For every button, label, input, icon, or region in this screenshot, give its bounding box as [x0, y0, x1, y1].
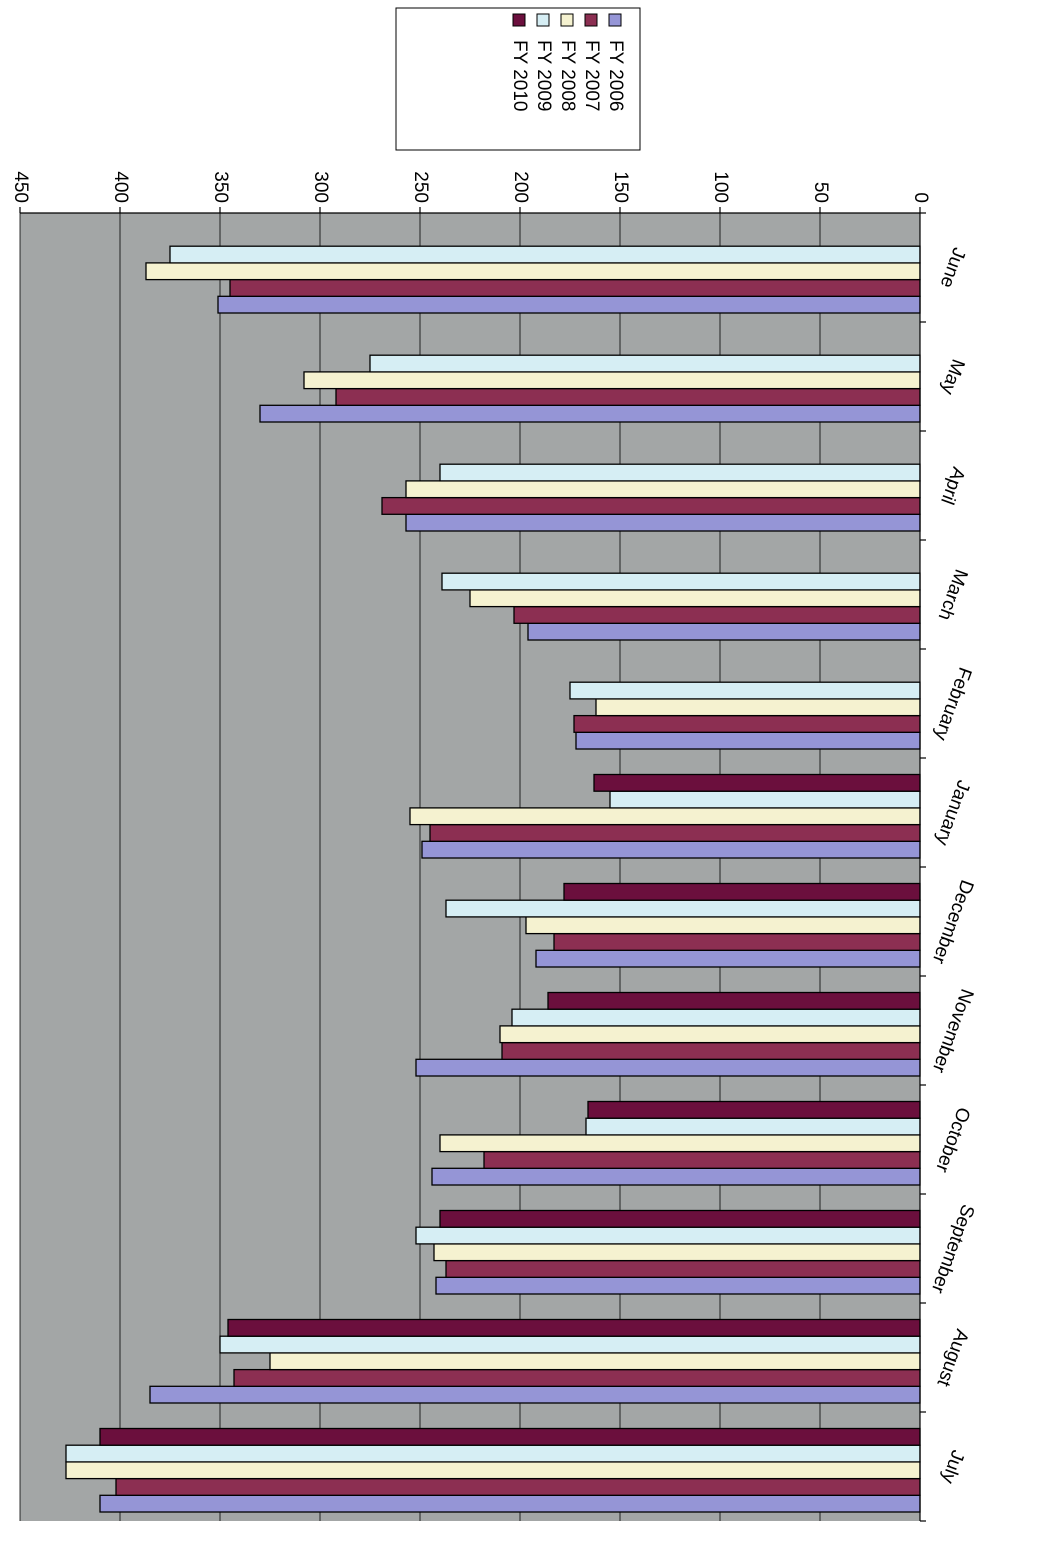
- bar-march-fy-2006: [527, 622, 921, 641]
- category-label-april: April: [936, 464, 969, 507]
- bar-august-fy-2009: [219, 1335, 921, 1354]
- legend-label: FY 2010: [509, 40, 530, 111]
- bar-july-fy-2006: [99, 1494, 921, 1513]
- plot-area: [20, 213, 920, 1521]
- bar-october-fy-2010: [587, 1100, 921, 1119]
- bar-september-fy-2009: [415, 1226, 921, 1245]
- bar-february-fy-2007: [573, 714, 921, 733]
- bar-july-fy-2010: [99, 1427, 921, 1446]
- value-tick-label: 250: [410, 171, 431, 203]
- bar-april-fy-2009: [439, 463, 921, 482]
- bar-july-fy-2009: [65, 1444, 921, 1463]
- bar-april-fy-2007: [381, 496, 921, 515]
- bar-november-fy-2007: [501, 1041, 921, 1060]
- bar-april-fy-2008: [405, 480, 921, 499]
- legend-swatch: [512, 13, 526, 27]
- legend-label: FY 2008: [557, 40, 578, 111]
- legend-swatch: [560, 13, 574, 27]
- bar-december-fy-2010: [563, 882, 921, 901]
- bar-august-fy-2007: [233, 1368, 921, 1387]
- bar-april-fy-2006: [405, 513, 921, 532]
- legend-box: [395, 7, 641, 151]
- bar-march-fy-2009: [441, 572, 921, 591]
- bar-may-fy-2008: [303, 371, 921, 390]
- category-label-september: September: [926, 1201, 978, 1296]
- value-tick-label: 100: [710, 171, 731, 203]
- category-label-december: December: [927, 877, 977, 967]
- legend-swatch: [536, 13, 550, 27]
- category-label-january: January: [931, 777, 974, 848]
- value-tick-label: 450: [10, 171, 31, 203]
- bar-june-fy-2007: [229, 278, 921, 297]
- bar-january-fy-2009: [609, 790, 921, 809]
- bar-july-fy-2007: [115, 1477, 921, 1496]
- bar-december-fy-2008: [525, 916, 921, 935]
- bar-september-fy-2006: [435, 1276, 921, 1295]
- bar-november-fy-2008: [499, 1025, 921, 1044]
- value-tick-label: 150: [610, 171, 631, 203]
- bar-december-fy-2007: [553, 932, 921, 951]
- category-label-october: October: [931, 1104, 974, 1175]
- category-label-may: May: [936, 356, 968, 397]
- bar-june-fy-2006: [217, 295, 921, 314]
- bar-december-fy-2006: [535, 949, 921, 968]
- bar-june-fy-2008: [145, 262, 921, 281]
- value-tick-label: 350: [210, 171, 231, 203]
- bar-may-fy-2009: [369, 354, 921, 373]
- category-label-august: August: [932, 1326, 972, 1389]
- bar-november-fy-2006: [415, 1058, 921, 1077]
- bar-january-fy-2006: [421, 840, 921, 859]
- bar-october-fy-2006: [431, 1167, 921, 1186]
- bar-may-fy-2007: [335, 387, 921, 406]
- bar-january-fy-2007: [429, 823, 921, 842]
- gridlines: [19, 213, 821, 1521]
- bar-august-fy-2006: [149, 1385, 921, 1404]
- category-label-february: February: [929, 664, 975, 743]
- legend-label: FY 2006: [605, 40, 626, 111]
- bar-june-fy-2009: [169, 245, 921, 264]
- value-tick-label: 400: [110, 171, 131, 203]
- category-label-june: June: [936, 245, 970, 291]
- category-label-march: March: [934, 566, 972, 623]
- bar-october-fy-2007: [483, 1150, 921, 1169]
- bar-may-fy-2006: [259, 404, 921, 423]
- bar-february-fy-2009: [569, 681, 921, 700]
- bar-august-fy-2008: [269, 1352, 921, 1371]
- bar-january-fy-2010: [593, 773, 921, 792]
- legend-label: FY 2007: [581, 40, 602, 111]
- bar-november-fy-2010: [547, 991, 921, 1010]
- bar-march-fy-2007: [513, 605, 921, 624]
- legend-swatch: [608, 13, 622, 27]
- value-tick-label: 50: [810, 182, 831, 203]
- value-tick-label: 0: [910, 192, 931, 203]
- category-label-november: November: [927, 986, 977, 1076]
- category-label-july: July: [937, 1447, 968, 1486]
- bar-january-fy-2008: [409, 807, 921, 826]
- bar-march-fy-2008: [469, 589, 921, 608]
- bar-september-fy-2008: [433, 1243, 921, 1262]
- legend-swatch: [584, 13, 598, 27]
- legend-label: FY 2009: [533, 40, 554, 111]
- bar-november-fy-2009: [511, 1008, 921, 1027]
- bar-august-fy-2010: [227, 1318, 921, 1337]
- bar-february-fy-2008: [595, 698, 921, 717]
- bar-october-fy-2008: [439, 1134, 921, 1153]
- bar-february-fy-2006: [575, 731, 921, 750]
- bar-september-fy-2010: [439, 1209, 921, 1228]
- value-tick-label: 300: [310, 171, 331, 203]
- bar-september-fy-2007: [445, 1259, 921, 1278]
- bar-july-fy-2008: [65, 1461, 921, 1480]
- value-tick-label: 200: [510, 171, 531, 203]
- bar-october-fy-2009: [585, 1117, 921, 1136]
- bar-december-fy-2009: [445, 899, 921, 918]
